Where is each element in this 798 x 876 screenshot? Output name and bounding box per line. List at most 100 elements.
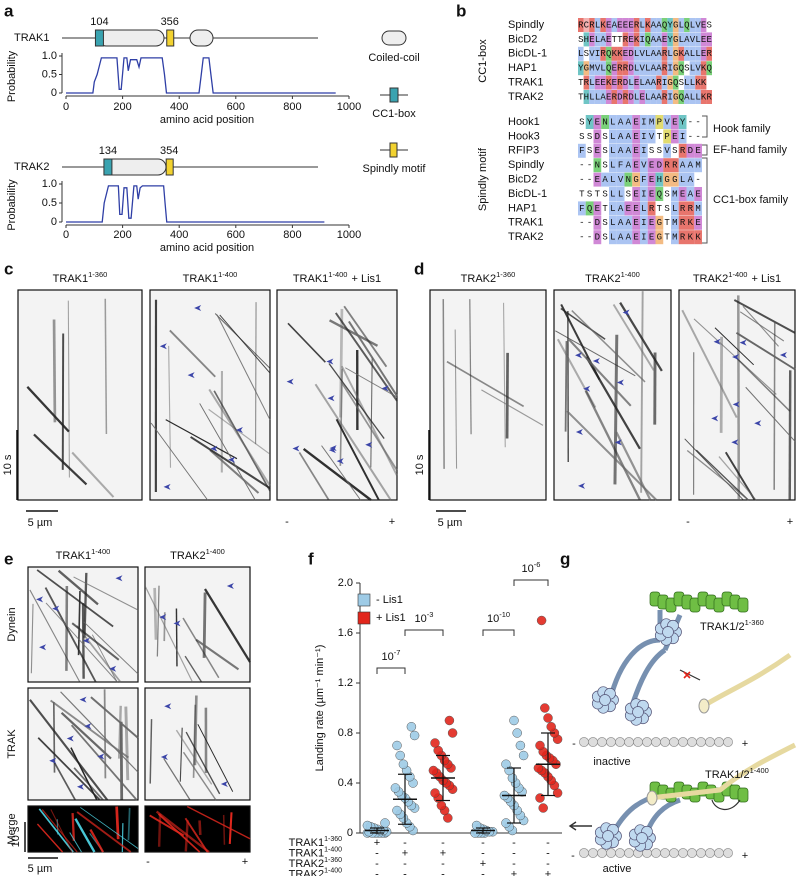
residue-highlight bbox=[628, 46, 634, 61]
tubulin bbox=[678, 848, 688, 858]
condition-mark: + bbox=[480, 858, 486, 870]
tubulin bbox=[579, 848, 589, 858]
residue-highlight bbox=[632, 143, 640, 158]
p-value-label-base: 10 bbox=[415, 613, 427, 625]
residue-highlight bbox=[645, 90, 651, 104]
kymograph-track bbox=[208, 408, 270, 455]
kymograph-track bbox=[216, 314, 271, 421]
arrowhead bbox=[381, 385, 389, 392]
kymograph-track bbox=[186, 805, 251, 840]
residue-highlight bbox=[663, 115, 671, 129]
residue-highlight bbox=[655, 115, 664, 129]
residue-highlight bbox=[640, 187, 648, 201]
residue-highlight bbox=[632, 158, 640, 173]
residue-highlight bbox=[645, 61, 651, 76]
condition-mark: - bbox=[512, 858, 516, 870]
residue-highlight bbox=[667, 75, 673, 90]
kymograph-track bbox=[29, 699, 109, 801]
p-value-label: 10-6 bbox=[522, 560, 541, 575]
residue-highlight bbox=[593, 158, 602, 173]
block-x bbox=[683, 671, 691, 679]
residue-highlight bbox=[661, 61, 668, 76]
residue-highlight bbox=[645, 46, 651, 61]
family-bracket bbox=[702, 157, 708, 244]
kymograph-track bbox=[742, 305, 779, 347]
residue-highlight bbox=[589, 46, 595, 61]
tubulin bbox=[705, 737, 715, 747]
coiled-coil bbox=[189, 29, 214, 47]
kymograph-track bbox=[175, 608, 178, 667]
p-value-label: 10-7 bbox=[382, 648, 401, 663]
kymograph-frame bbox=[144, 566, 251, 683]
legend-label: CC1-box bbox=[372, 108, 416, 120]
kymograph-track bbox=[155, 810, 210, 853]
legend-cc1-box bbox=[389, 87, 399, 103]
residue-highlight bbox=[609, 201, 617, 216]
sequence: TRLEEKERDLELAARIGQSLLKK bbox=[578, 78, 707, 88]
arrowhead bbox=[326, 358, 334, 365]
residue-highlight bbox=[589, 18, 595, 32]
time-scale-label: 10 s bbox=[2, 454, 14, 475]
kymograph-track bbox=[348, 320, 398, 397]
residue-highlight bbox=[647, 201, 656, 216]
minus-end-label: - bbox=[686, 516, 690, 528]
y-tick-label: 2.0 bbox=[338, 577, 353, 589]
data-point bbox=[390, 783, 401, 793]
kymograph-track bbox=[370, 357, 373, 468]
residue-highlight bbox=[583, 32, 590, 47]
condition-mark: - bbox=[481, 847, 485, 859]
data-point bbox=[398, 759, 409, 769]
y-tick-label: 0.4 bbox=[338, 777, 353, 789]
residue-highlight bbox=[624, 215, 633, 230]
kymograph-track bbox=[208, 388, 271, 487]
condition-mark: - bbox=[546, 837, 550, 849]
residue-highlight bbox=[605, 32, 612, 47]
tubulin bbox=[588, 848, 598, 858]
residue-highlight bbox=[655, 187, 664, 201]
motor-domain bbox=[599, 694, 611, 706]
p-value-label: 10-3 bbox=[415, 610, 434, 625]
kymograph bbox=[27, 805, 139, 853]
residue-highlight bbox=[628, 75, 634, 90]
kymograph-track bbox=[175, 729, 213, 785]
kymograph-track bbox=[119, 721, 124, 800]
plus-end-label: + bbox=[389, 516, 395, 528]
residue-highlight bbox=[639, 90, 645, 104]
probability-line bbox=[66, 57, 336, 94]
residue-highlight bbox=[667, 32, 673, 47]
legend-label: - Lis1 bbox=[376, 594, 403, 606]
residue-highlight bbox=[624, 129, 633, 144]
residue-highlight bbox=[645, 75, 651, 90]
residue-highlight bbox=[616, 115, 625, 129]
residue-highlight bbox=[633, 90, 640, 104]
kymograph-track bbox=[38, 808, 74, 853]
data-point bbox=[406, 722, 417, 732]
condition-label: TRAK11-400 bbox=[289, 846, 342, 859]
residue-highlight bbox=[672, 90, 679, 104]
state-label: inactive bbox=[593, 756, 630, 768]
residue-highlight bbox=[661, 90, 668, 104]
tubulin bbox=[723, 737, 733, 747]
residue-highlight bbox=[609, 129, 617, 144]
residue-highlight bbox=[684, 18, 690, 32]
tubulin bbox=[687, 848, 697, 858]
y-tick-label: 0.5 bbox=[42, 197, 57, 209]
residue-highlight bbox=[706, 61, 712, 76]
sequence: --DSLAAEIEGTMRKK bbox=[579, 233, 701, 243]
significance-bracket bbox=[376, 667, 406, 674]
probability-line bbox=[66, 185, 325, 223]
kymograph-track bbox=[734, 356, 791, 412]
minus-end-label: - bbox=[146, 856, 150, 868]
residue-highlight bbox=[589, 61, 595, 76]
tubulin bbox=[723, 848, 733, 858]
residue-highlight bbox=[695, 61, 701, 76]
tubulin bbox=[696, 848, 706, 858]
residue-highlight bbox=[601, 115, 609, 129]
condition-label-base: TRAK1 bbox=[289, 847, 324, 859]
kymograph-title: TRAK11-400 bbox=[183, 270, 238, 285]
residue-highlight bbox=[632, 172, 640, 187]
x-tick-label: 600 bbox=[227, 229, 245, 241]
residue-highlight bbox=[671, 129, 679, 144]
y-tick-label: 0.8 bbox=[338, 727, 353, 739]
kymograph-track bbox=[157, 813, 162, 847]
